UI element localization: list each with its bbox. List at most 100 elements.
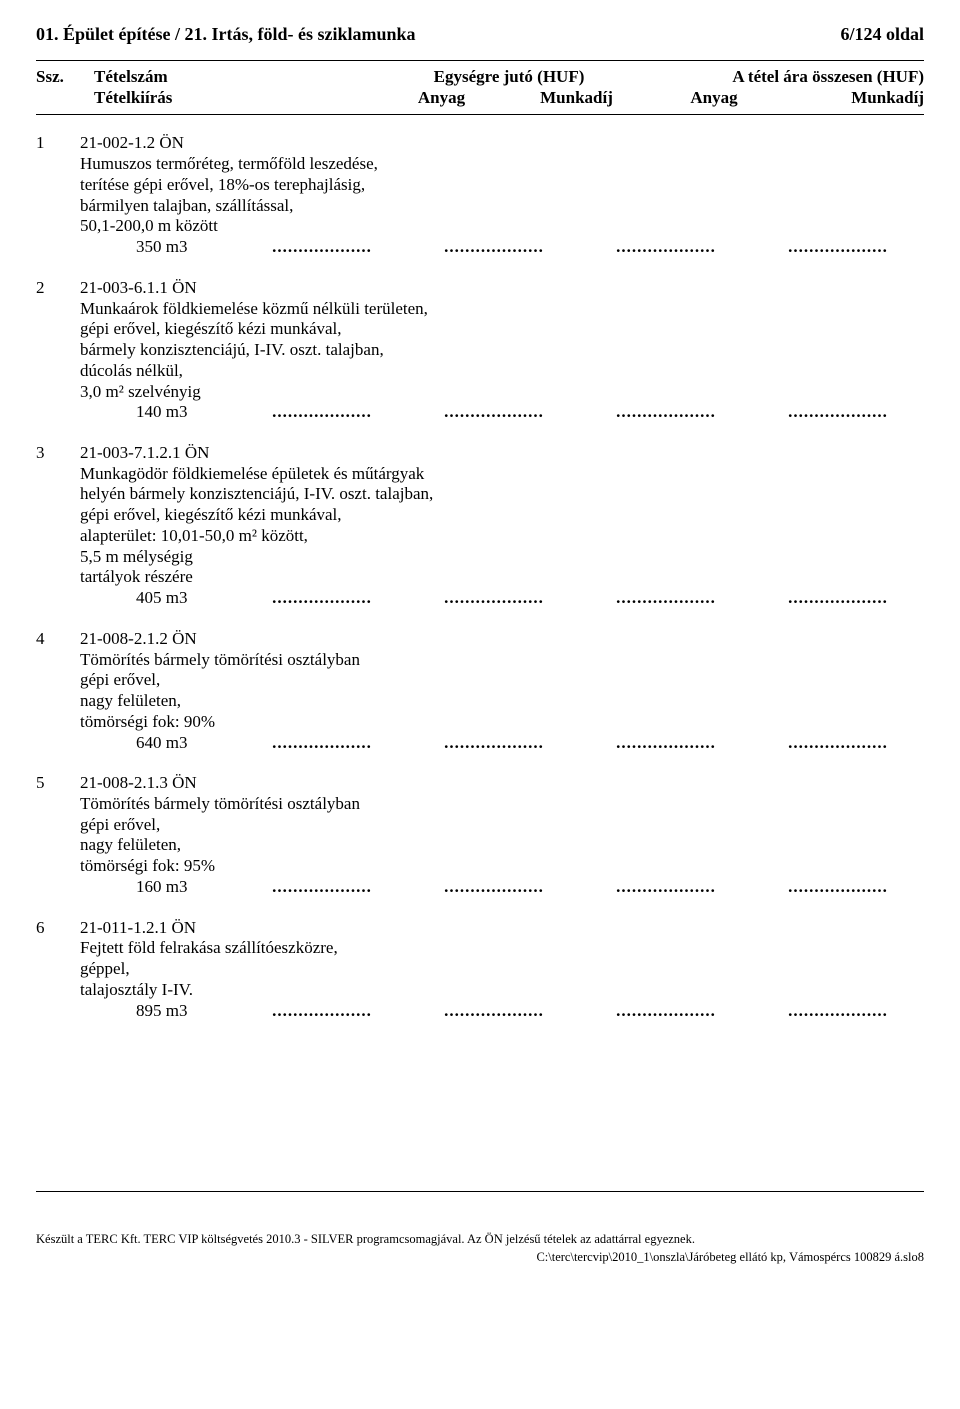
item-qty-row: 640 m3..................................… [80,733,924,754]
item-qty-row: 160 m3..................................… [80,877,924,898]
dots: ................... [580,588,752,609]
item-body: 21-003-6.1.1 ÖNMunkaárok földkiemelése k… [80,278,924,423]
item-body: 21-011-1.2.1 ÖNFejtett föld felrakása sz… [80,918,924,1022]
list-item: 621-011-1.2.1 ÖNFejtett föld felrakása s… [36,918,924,1022]
list-item: 121-002-1.2 ÖNHumuszos termőréteg, termő… [36,133,924,257]
dots: ................... [580,733,752,754]
item-desc-line: Fejtett föld felrakása szállítóeszközre, [80,938,924,959]
item-number: 3 [36,443,80,609]
dots: ................... [752,402,924,423]
page-header: 01. Épület építése / 21. Irtás, föld- és… [36,24,924,46]
item-desc-line: talajosztály I-IV. [80,980,924,1001]
dots: ................... [752,1001,924,1022]
divider-header [36,114,924,115]
item-desc-line: tartályok részére [80,567,924,588]
item-desc-line: dúcolás nélkül, [80,361,924,382]
item-code: 21-003-6.1.1 ÖN [80,278,924,299]
col-osszesen: A tétel ára összesen (HUF) [644,67,924,88]
col-ssz: Ssz. [36,67,94,88]
item-desc-line: helyén bármely konzisztenciájú, I-IV. os… [80,484,924,505]
list-item: 521-008-2.1.3 ÖNTömörítés bármely tömörí… [36,773,924,897]
item-dots: ........................................… [236,402,924,423]
item-desc-line: Tömörítés bármely tömörítési osztályban [80,650,924,671]
item-number: 4 [36,629,80,753]
dots: ................... [236,588,408,609]
item-dots: ........................................… [236,588,924,609]
dots: ................... [752,733,924,754]
item-qty: 140 m3 [80,402,236,423]
item-qty: 405 m3 [80,588,236,609]
item-desc-line: gépi erővel, kiegészítő kézi munkával, [80,319,924,340]
dots: ................... [752,877,924,898]
divider-top [36,60,924,61]
col-tetelkiiras: Tételkiírás [94,88,374,109]
item-desc-line: 3,0 m² szelvényig [80,382,924,403]
item-code: 21-002-1.2 ÖN [80,133,924,154]
item-qty-row: 895 m3..................................… [80,1001,924,1022]
footer-line-2: C:\terc\tercvip\2010_1\onszla\Járóbeteg … [36,1250,924,1265]
item-number: 5 [36,773,80,897]
item-qty: 350 m3 [80,237,236,258]
item-qty-row: 405 m3..................................… [80,588,924,609]
divider-footer [36,1191,924,1192]
dots: ................... [408,1001,580,1022]
item-desc-line: nagy felületen, [80,835,924,856]
col-anyag-2: Anyag [644,88,784,109]
item-desc-line: alapterület: 10,01-50,0 m² között, [80,526,924,547]
item-desc-line: gépi erővel, [80,670,924,691]
item-desc-line: Humuszos termőréteg, termőföld leszedése… [80,154,924,175]
dots: ................... [236,402,408,423]
col-munkadij-2: Munkadíj [784,88,924,109]
item-body: 21-008-2.1.3 ÖNTömörítés bármely tömörít… [80,773,924,897]
item-desc-line: bármilyen talajban, szállítással, [80,196,924,217]
dots: ................... [408,877,580,898]
item-qty-row: 350 m3..................................… [80,237,924,258]
col-anyag-1: Anyag [374,88,509,109]
dots: ................... [236,1001,408,1022]
item-desc-line: tömörségi fok: 90% [80,712,924,733]
item-code: 21-003-7.1.2.1 ÖN [80,443,924,464]
list-item: 321-003-7.1.2.1 ÖNMunkagödör földkiemelé… [36,443,924,609]
item-desc-line: Tömörítés bármely tömörítési osztályban [80,794,924,815]
page-footer: Készült a TERC Kft. TERC VIP költségveté… [36,1232,924,1265]
column-headers: Ssz. Tételszám Egységre jutó (HUF) A tét… [36,67,924,108]
col-tetelszam: Tételszám [94,67,374,88]
item-dots: ........................................… [236,237,924,258]
item-desc-line: terítése gépi erővel, 18%-os terephajlás… [80,175,924,196]
header-title-left: 01. Épület építése / 21. Irtás, föld- és… [36,24,416,46]
item-dots: ........................................… [236,877,924,898]
item-number: 6 [36,918,80,1022]
dots: ................... [580,237,752,258]
item-desc-line: 50,1-200,0 m között [80,216,924,237]
item-qty: 640 m3 [80,733,236,754]
list-item: 421-008-2.1.2 ÖNTömörítés bármely tömörí… [36,629,924,753]
item-qty-row: 140 m3..................................… [80,402,924,423]
dots: ................... [752,588,924,609]
item-desc-line: Munkagödör földkiemelése épületek és műt… [80,464,924,485]
item-desc-line: géppel, [80,959,924,980]
item-dots: ........................................… [236,733,924,754]
dots: ................... [752,237,924,258]
item-desc-line: 5,5 m mélységig [80,547,924,568]
item-desc-line: bármely konzisztenciájú, I-IV. oszt. tal… [80,340,924,361]
item-body: 21-003-7.1.2.1 ÖNMunkagödör földkiemelés… [80,443,924,609]
item-dots: ........................................… [236,1001,924,1022]
dots: ................... [580,877,752,898]
item-code: 21-008-2.1.2 ÖN [80,629,924,650]
item-body: 21-002-1.2 ÖNHumuszos termőréteg, termőf… [80,133,924,257]
item-number: 2 [36,278,80,423]
item-qty: 895 m3 [80,1001,236,1022]
dots: ................... [236,877,408,898]
item-desc-line: nagy felületen, [80,691,924,712]
item-code: 21-011-1.2.1 ÖN [80,918,924,939]
item-body: 21-008-2.1.2 ÖNTömörítés bármely tömörít… [80,629,924,753]
item-desc-line: gépi erővel, [80,815,924,836]
item-desc-line: gépi erővel, kiegészítő kézi munkával, [80,505,924,526]
item-desc-line: tömörségi fok: 95% [80,856,924,877]
item-desc-line: Munkaárok földkiemelése közmű nélküli te… [80,299,924,320]
footer-line-1: Készült a TERC Kft. TERC VIP költségveté… [36,1232,924,1247]
list-item: 221-003-6.1.1 ÖNMunkaárok földkiemelése … [36,278,924,423]
item-number: 1 [36,133,80,257]
dots: ................... [408,588,580,609]
dots: ................... [580,402,752,423]
